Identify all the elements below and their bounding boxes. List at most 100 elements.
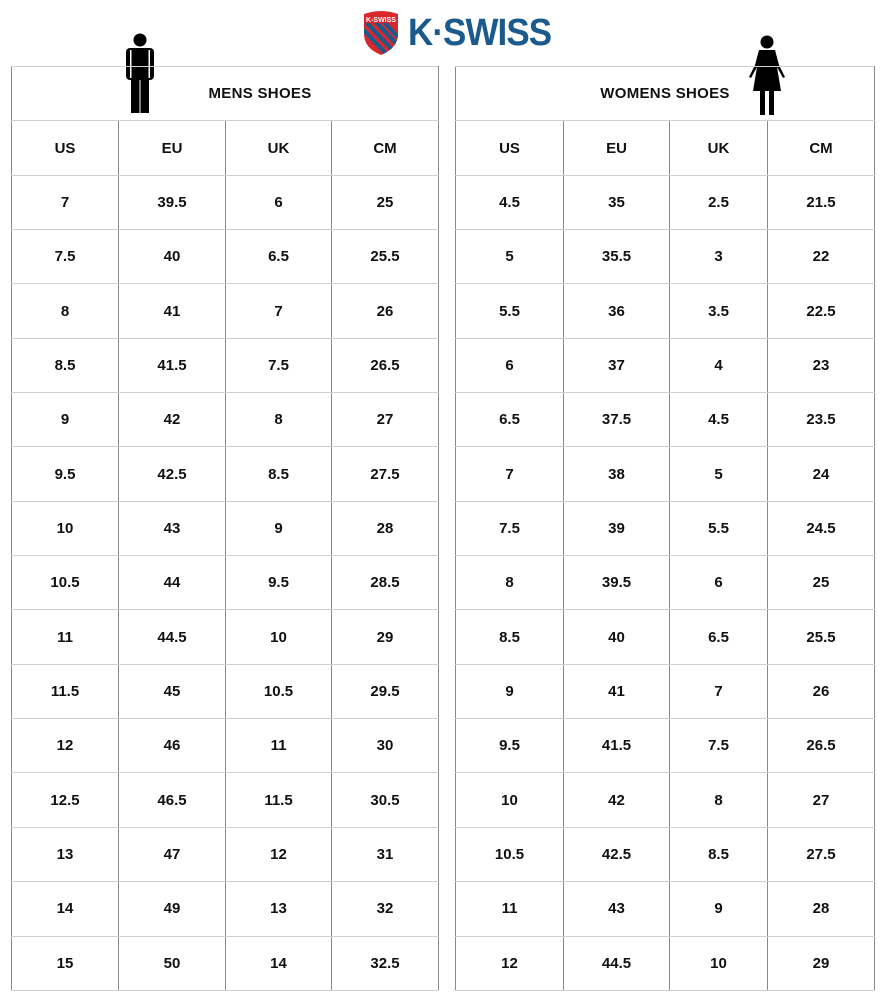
table-cell: 42.5 bbox=[563, 826, 670, 883]
table-cell: 10 bbox=[669, 935, 768, 991]
table-cell: 35.5 bbox=[563, 229, 670, 285]
table-row: 9 42 8 27 bbox=[11, 392, 440, 448]
table-cell: 27.5 bbox=[330, 446, 440, 502]
table-cell: 8 bbox=[11, 283, 119, 339]
table-cell: 31 bbox=[330, 826, 440, 883]
table-cell: 14 bbox=[11, 881, 119, 937]
table-cell: 4.5 bbox=[669, 392, 768, 448]
table-cell: 26 bbox=[330, 283, 440, 339]
svg-text:K-SWISS: K-SWISS bbox=[366, 17, 396, 24]
table-cell: 43 bbox=[563, 881, 670, 937]
table-cell: 40 bbox=[563, 609, 670, 665]
table-cell: 38 bbox=[563, 446, 670, 502]
table-cell: 8 bbox=[455, 555, 564, 611]
table-row: 10.5 42.5 8.5 27.5 bbox=[455, 826, 876, 883]
table-cell: 3 bbox=[669, 229, 768, 285]
table-cell: 47 bbox=[118, 826, 226, 883]
table-cell: 5 bbox=[669, 446, 768, 502]
table-cell: 30.5 bbox=[330, 772, 440, 828]
table-cell: 27.5 bbox=[766, 826, 876, 883]
table-cell: 37 bbox=[563, 337, 670, 394]
table-cell: 7.5 bbox=[225, 337, 332, 394]
column-header-cm: CM bbox=[330, 120, 440, 176]
column-header-eu: EU bbox=[563, 120, 670, 176]
table-row: 13 47 12 31 bbox=[11, 826, 440, 883]
table-cell: 11.5 bbox=[225, 772, 332, 828]
table-row: 6 37 4 23 bbox=[455, 337, 876, 394]
table-cell: 50 bbox=[118, 935, 226, 991]
table-row: 11.5 45 10.5 29.5 bbox=[11, 663, 440, 720]
table-cell: 8.5 bbox=[669, 826, 768, 883]
shield-logo-icon: K-SWISS bbox=[364, 11, 398, 55]
table-row: 6.5 37.5 4.5 23.5 bbox=[455, 392, 876, 448]
table-row: 11 44.5 10 29 bbox=[11, 609, 440, 665]
column-header-cm: CM bbox=[766, 120, 876, 176]
table-title: MENS SHOES bbox=[10, 65, 440, 122]
table-cell: 12 bbox=[11, 718, 119, 774]
table-cell: 13 bbox=[11, 826, 119, 883]
table-row: 11 43 9 28 bbox=[455, 881, 876, 937]
table-cell: 3.5 bbox=[669, 283, 768, 339]
table-cell: 11.5 bbox=[11, 663, 119, 720]
table-cell: 35 bbox=[563, 174, 670, 231]
table-cell: 41 bbox=[118, 283, 226, 339]
table-cell: 7.5 bbox=[11, 229, 119, 285]
table-cell: 28 bbox=[766, 881, 876, 937]
table-cell: 14 bbox=[225, 935, 332, 991]
brand-name: K·SWISS bbox=[408, 11, 552, 54]
table-cell: 29.5 bbox=[330, 663, 440, 720]
table-cell: 23 bbox=[766, 337, 876, 394]
table-cell: 10.5 bbox=[225, 663, 332, 720]
table-cell: 42 bbox=[118, 392, 226, 448]
table-cell: 41.5 bbox=[118, 337, 226, 394]
table-cell: 7 bbox=[669, 663, 768, 720]
table-cell: 21.5 bbox=[766, 174, 876, 231]
table-title-row: WOMENS SHOES bbox=[454, 65, 876, 122]
table-cell: 8.5 bbox=[11, 337, 119, 394]
table-cell: 5.5 bbox=[455, 283, 564, 339]
table-cell: 7 bbox=[11, 174, 119, 231]
table-cell: 9 bbox=[455, 663, 564, 720]
table-cell: 39.5 bbox=[118, 174, 226, 231]
column-header-eu: EU bbox=[118, 120, 226, 176]
kswiss-logo: K-SWISS K·SWISS bbox=[362, 10, 564, 56]
table-cell: 42 bbox=[563, 772, 670, 828]
table-cell: 11 bbox=[225, 718, 332, 774]
table-cell: 9.5 bbox=[225, 555, 332, 611]
table-cell: 39 bbox=[563, 500, 670, 557]
table-cell: 27 bbox=[330, 392, 440, 448]
table-cell: 25 bbox=[766, 555, 876, 611]
table-cell: 24 bbox=[766, 446, 876, 502]
table-cell: 12 bbox=[455, 935, 564, 991]
table-cell: 44.5 bbox=[563, 935, 670, 991]
table-cell: 6 bbox=[669, 555, 768, 611]
table-cell: 36 bbox=[563, 283, 670, 339]
table-cell: 27 bbox=[766, 772, 876, 828]
table-cell: 8.5 bbox=[225, 446, 332, 502]
table-row: 7.5 40 6.5 25.5 bbox=[11, 229, 440, 285]
table-cell: 12 bbox=[225, 826, 332, 883]
table-cell: 11 bbox=[11, 609, 119, 665]
table-cell: 6 bbox=[225, 174, 332, 231]
table-cell: 6 bbox=[455, 337, 564, 394]
table-cell: 10.5 bbox=[455, 826, 564, 883]
column-header-us: US bbox=[11, 120, 119, 176]
table-cell: 42.5 bbox=[118, 446, 226, 502]
table-row: 5 35.5 3 22 bbox=[455, 229, 876, 285]
table-cell: 22.5 bbox=[766, 283, 876, 339]
table-cell: 45 bbox=[118, 663, 226, 720]
table-cell: 7.5 bbox=[455, 500, 564, 557]
table-cell: 44.5 bbox=[118, 609, 226, 665]
table-row: 8.5 40 6.5 25.5 bbox=[455, 609, 876, 665]
table-cell: 7 bbox=[455, 446, 564, 502]
table-cell: 15 bbox=[11, 935, 119, 991]
table-row: 8 39.5 6 25 bbox=[455, 555, 876, 611]
table-cell: 9 bbox=[669, 881, 768, 937]
table-title-text: WOMENS SHOES bbox=[600, 85, 730, 103]
table-cell: 26 bbox=[766, 663, 876, 720]
table-row: 8.5 41.5 7.5 26.5 bbox=[11, 337, 440, 394]
table-row: 7.5 39 5.5 24.5 bbox=[455, 500, 876, 557]
table-cell: 13 bbox=[225, 881, 332, 937]
table-cell: 25.5 bbox=[766, 609, 876, 665]
table-cell: 46 bbox=[118, 718, 226, 774]
